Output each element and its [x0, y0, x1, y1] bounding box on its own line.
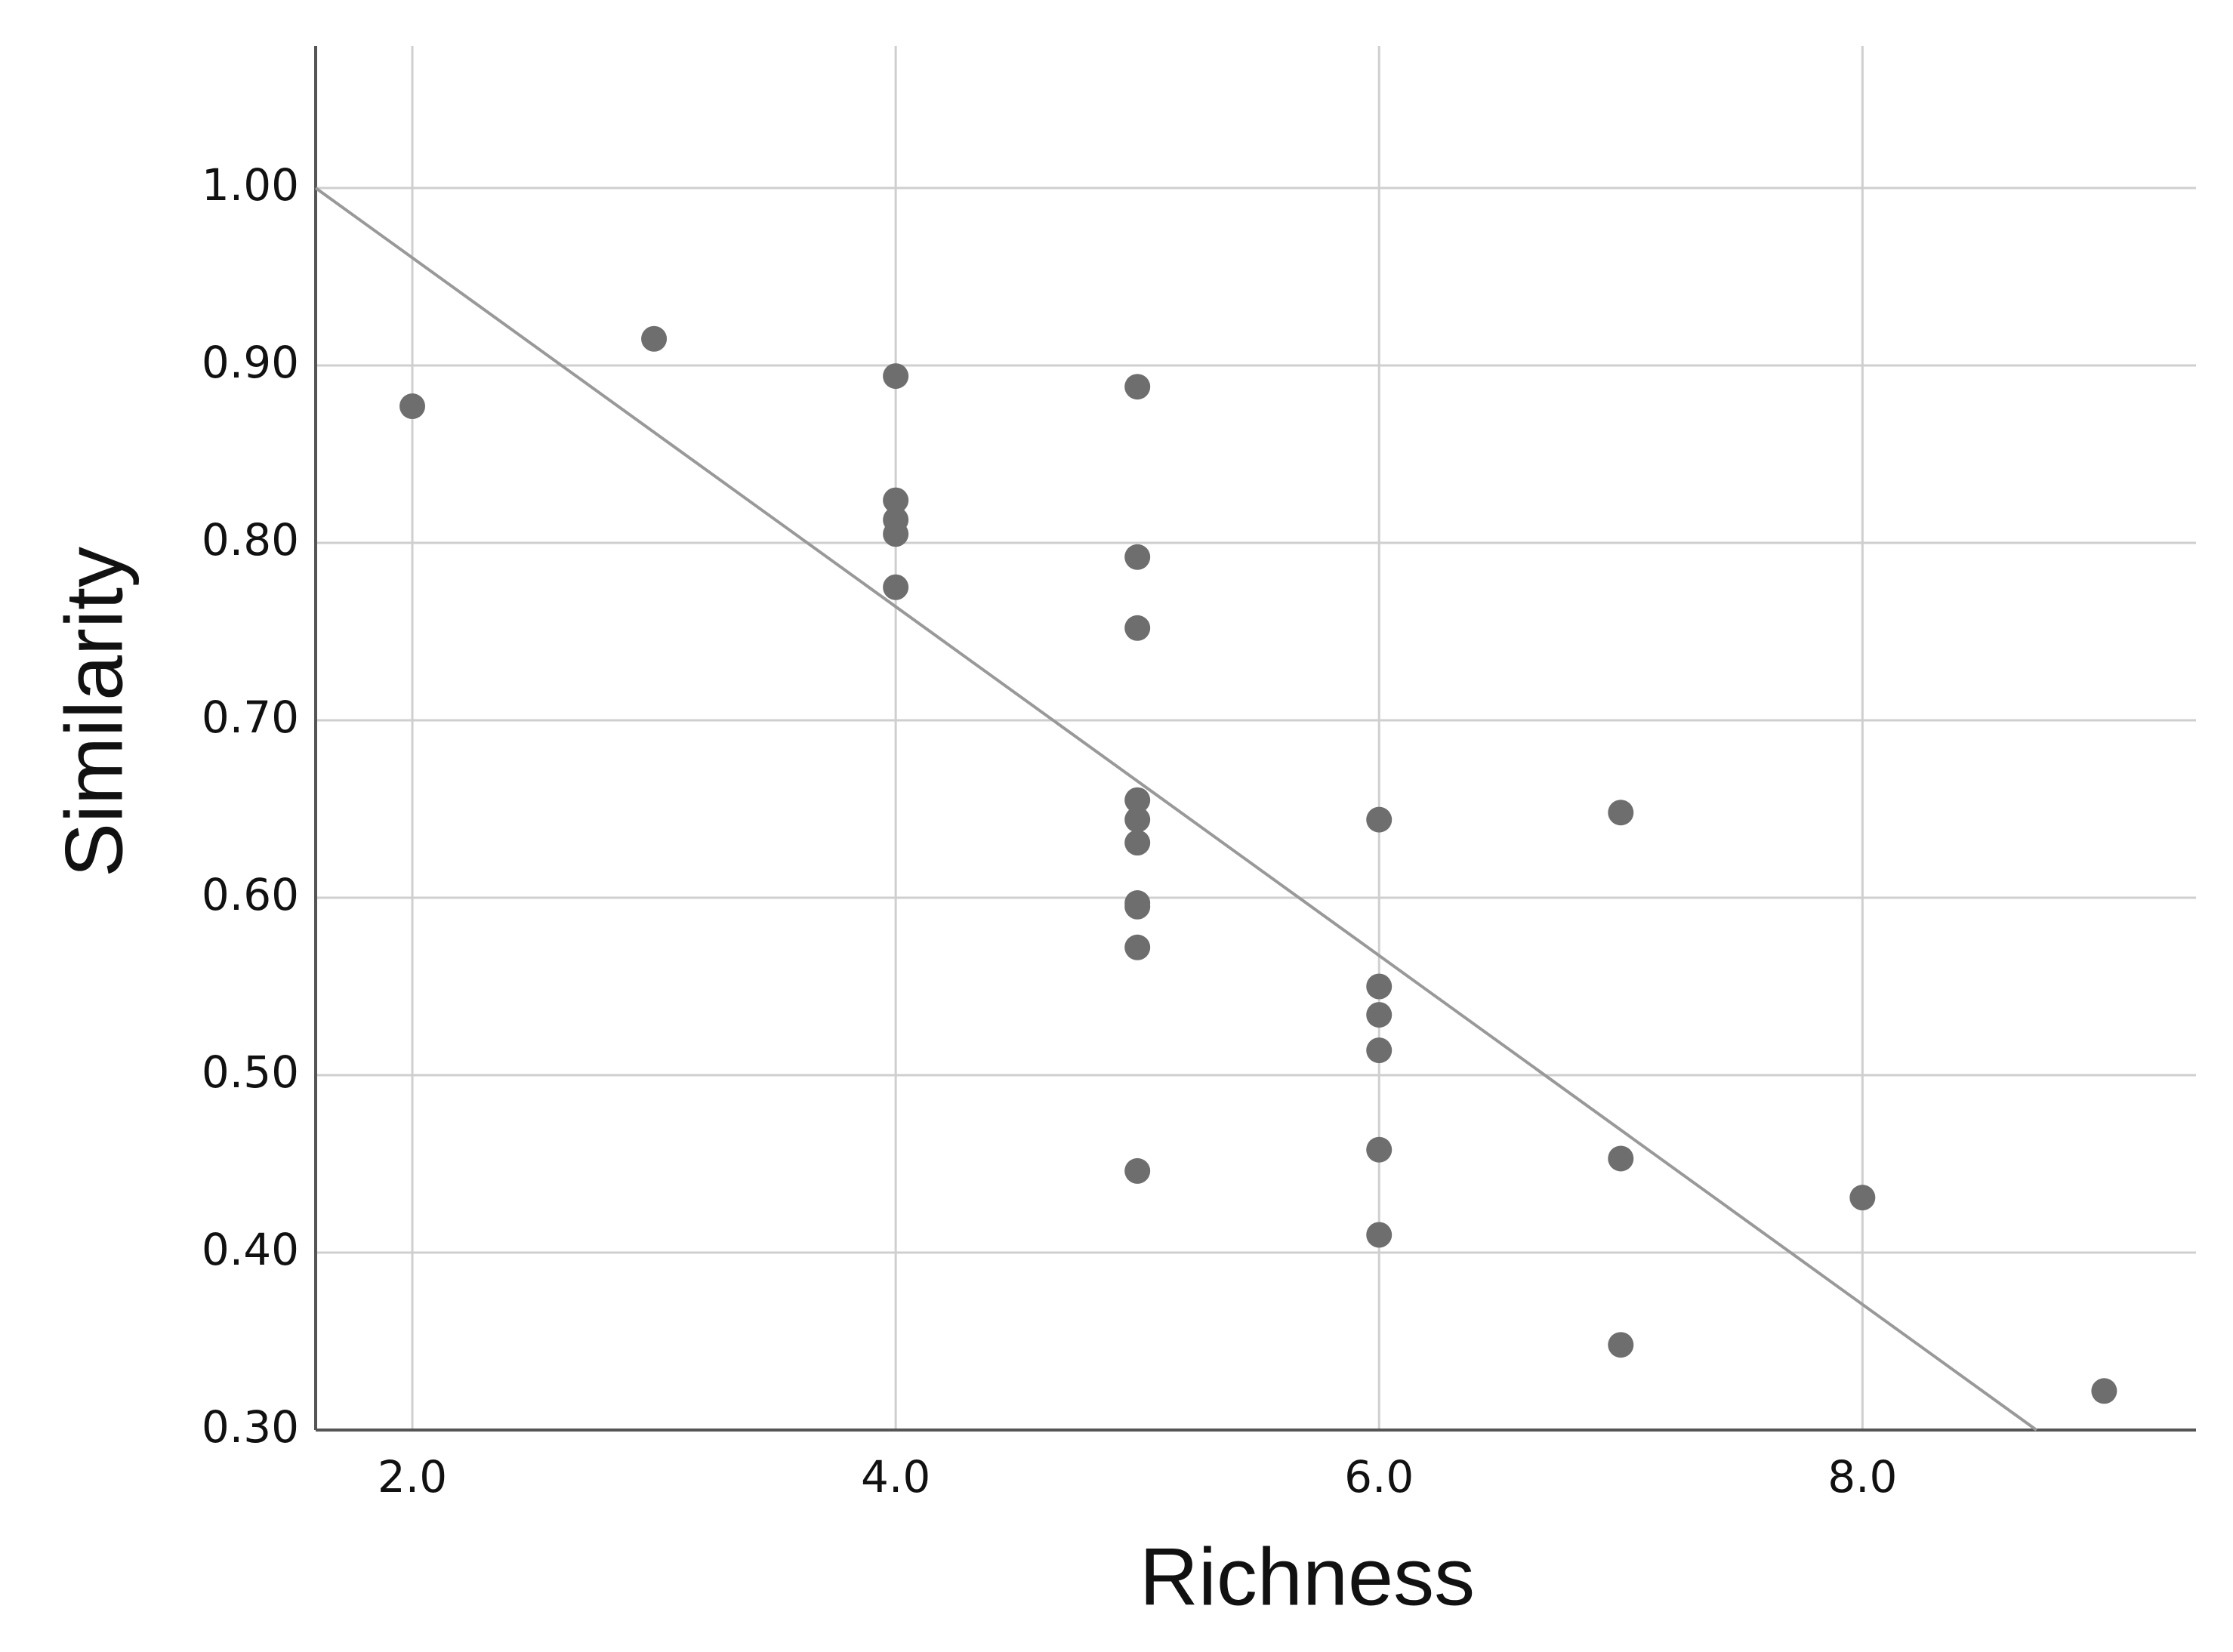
x-tick-label: 4.0	[861, 1451, 930, 1503]
data-point	[1124, 830, 1151, 856]
y-axis-title: Similarity	[48, 547, 140, 877]
x-tick-label: 8.0	[1827, 1451, 1897, 1503]
y-tick-label: 0.30	[202, 1401, 299, 1453]
x-axis-title: Richness	[1140, 1531, 1475, 1623]
data-point	[1366, 1002, 1393, 1028]
data-point	[1366, 1222, 1393, 1248]
x-tick-label: 2.0	[378, 1451, 447, 1503]
data-point	[1849, 1185, 1876, 1211]
data-point	[883, 487, 909, 513]
data-point	[1608, 1145, 1634, 1172]
y-tick-label: 0.80	[202, 514, 299, 566]
data-point	[1124, 934, 1151, 960]
data-point	[1124, 544, 1151, 570]
data-point	[399, 393, 426, 420]
data-point	[1366, 973, 1393, 1000]
data-point	[2091, 1378, 2117, 1404]
data-point	[1124, 806, 1151, 833]
y-tick-label: 0.70	[202, 692, 299, 743]
data-point	[1608, 1332, 1634, 1358]
fit-line	[314, 186, 2037, 1432]
data-point	[883, 521, 909, 547]
data-point	[883, 574, 909, 600]
data-point	[1366, 1037, 1393, 1064]
y-tick-label: 0.40	[202, 1224, 299, 1275]
data-point	[1124, 374, 1151, 400]
data-point	[1124, 893, 1151, 920]
data-point	[1124, 787, 1151, 813]
data-point	[1124, 1157, 1151, 1184]
y-tick-label: 0.60	[202, 869, 299, 920]
y-tick-label: 0.50	[202, 1046, 299, 1098]
data-point	[1366, 806, 1393, 833]
data-point	[1608, 800, 1634, 826]
data-point	[1124, 615, 1151, 641]
y-tick-label: 0.90	[202, 337, 299, 388]
x-tick-label: 6.0	[1344, 1451, 1414, 1503]
y-tick-label: 1.00	[202, 159, 299, 211]
data-point	[883, 363, 909, 390]
data-point	[1366, 1136, 1393, 1163]
data-point	[641, 325, 668, 352]
